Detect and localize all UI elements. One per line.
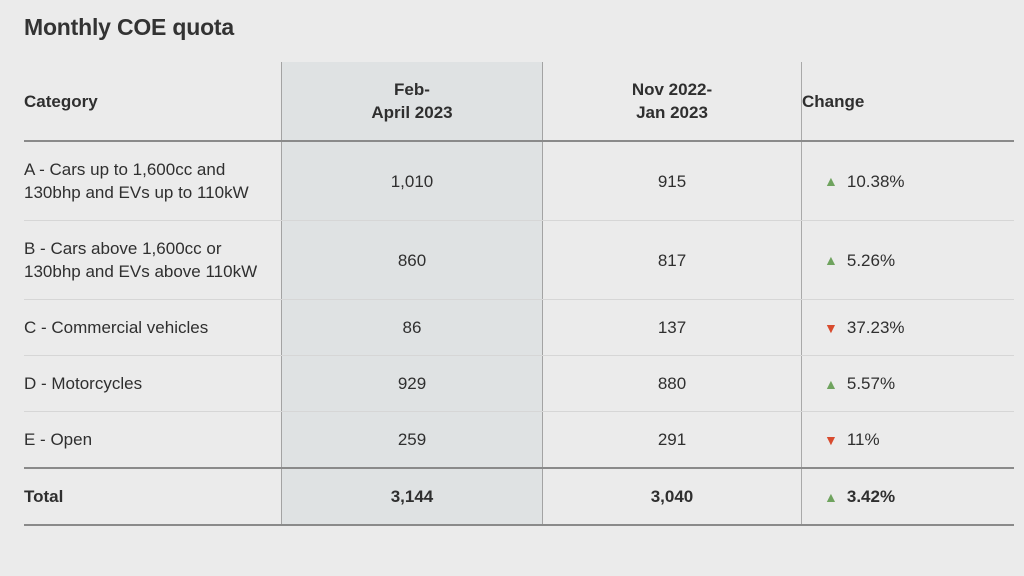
category-cell: D - Motorcycles	[24, 374, 143, 393]
current-quota-cell: 929	[281, 356, 543, 411]
change-value: 3.42%	[846, 487, 896, 506]
change-value: 5.26%	[846, 250, 896, 270]
header-change: Change	[801, 62, 1014, 140]
previous-quota-cell: 817	[657, 250, 687, 270]
table-row: C - Commercial vehicles 86 137 ▼ 37.23%	[24, 300, 1014, 356]
figure-title: Monthly COE quota	[24, 14, 234, 40]
category-cell: B - Cars above 1,600cc or 130bhp and EVs…	[24, 239, 258, 281]
change-direction-icon: ▲	[824, 488, 838, 505]
coe-quota-table: Category Feb- April 2023 Nov 2022- Jan 2…	[24, 62, 1014, 526]
change-direction-icon: ▲	[824, 375, 838, 392]
change-cell: ▲ 5.26%	[801, 221, 1014, 299]
change-cell: ▲ 3.42%	[801, 469, 1014, 524]
change-direction-icon: ▼	[824, 319, 838, 336]
change-value: 5.57%	[846, 374, 896, 393]
table-row: D - Motorcycles 929 880 ▲ 5.57%	[24, 356, 1014, 412]
change-direction-icon: ▲	[824, 252, 838, 268]
table-row: A - Cars up to 1,600cc and 130bhp and EV…	[24, 142, 1014, 221]
change-direction-icon: ▼	[824, 431, 838, 448]
current-quota-cell: 3,144	[281, 469, 543, 524]
category-cell: C - Commercial vehicles	[24, 318, 209, 337]
header-category: Category	[24, 91, 98, 111]
table-body: A - Cars up to 1,600cc and 130bhp and EV…	[24, 142, 1014, 526]
header-current-period: Feb- April 2023	[281, 62, 543, 140]
table-row: Total 3,144 3,040 ▲ 3.42%	[24, 467, 1014, 526]
current-quota-cell: 86	[281, 300, 543, 355]
previous-quota-cell: 915	[657, 171, 687, 191]
previous-quota-cell: 291	[657, 430, 687, 449]
category-cell: E - Open	[24, 430, 93, 449]
current-quota-cell: 1,010	[281, 142, 543, 220]
change-direction-icon: ▲	[824, 173, 838, 189]
table-row: B - Cars above 1,600cc or 130bhp and EVs…	[24, 221, 1014, 300]
table-row: E - Open 259 291 ▼ 11%	[24, 412, 1014, 467]
category-cell: Total	[24, 487, 64, 506]
change-cell: ▼ 11%	[801, 412, 1014, 467]
change-cell: ▼ 37.23%	[801, 300, 1014, 355]
header-previous-period: Nov 2022- Jan 2023	[631, 80, 713, 122]
previous-quota-cell: 137	[657, 318, 687, 337]
change-value: 10.38%	[846, 171, 905, 191]
table-header-row: Category Feb- April 2023 Nov 2022- Jan 2…	[24, 62, 1014, 142]
previous-quota-cell: 3,040	[650, 487, 694, 506]
previous-quota-cell: 880	[657, 374, 687, 393]
current-quota-cell: 860	[281, 221, 543, 299]
current-quota-cell: 259	[281, 412, 543, 467]
change-value: 37.23%	[846, 318, 905, 337]
change-value: 11%	[846, 430, 880, 449]
change-cell: ▲ 5.57%	[801, 356, 1014, 411]
change-cell: ▲ 10.38%	[801, 142, 1014, 220]
category-cell: A - Cars up to 1,600cc and 130bhp and EV…	[24, 160, 249, 202]
